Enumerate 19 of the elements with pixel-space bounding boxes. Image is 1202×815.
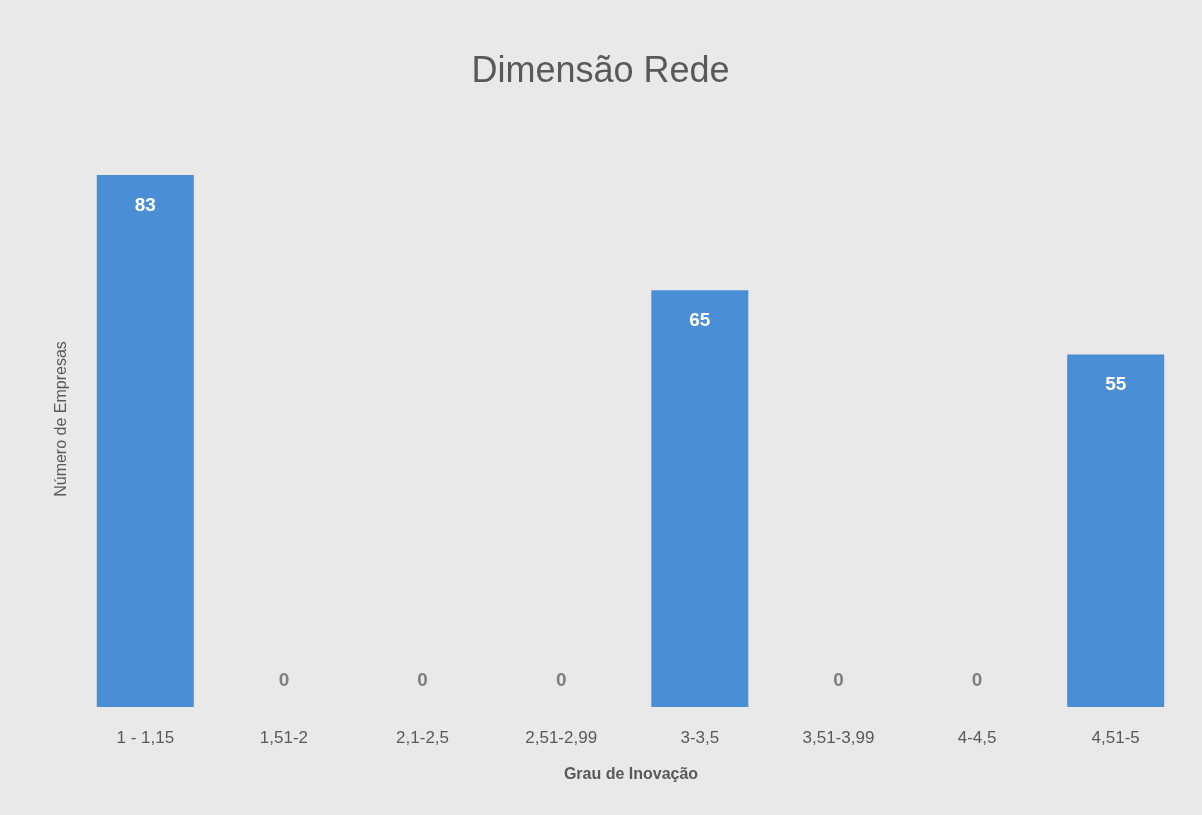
data-label: 0 — [555, 669, 567, 690]
data-label: 55 — [1105, 373, 1127, 395]
data-label: 0 — [417, 669, 428, 690]
x-tick-label: 4-4,5 — [957, 727, 997, 747]
chart-title: Dimensão Rede — [471, 49, 730, 90]
x-tick-label: 2,51-2,99 — [525, 727, 598, 747]
data-label: 0 — [278, 669, 290, 690]
data-label: 83 — [134, 193, 156, 215]
x-tick-label: 3-3,5 — [680, 727, 720, 747]
x-tick-label: 2,1-2,5 — [396, 727, 450, 747]
x-axis-title: Grau de Inovação — [563, 764, 699, 782]
x-tick-label: 1 - 1,15 — [116, 727, 175, 747]
x-tick-label: 3,51-3,99 — [802, 727, 875, 747]
data-label: 65 — [689, 309, 711, 331]
y-axis-title: Número de Empresas — [51, 341, 69, 497]
x-tick-label: 1,51-2 — [259, 727, 309, 747]
x-tick-label: 4,51-5 — [1091, 727, 1140, 747]
data-label: 0 — [833, 669, 844, 690]
data-label: 0 — [971, 669, 983, 690]
